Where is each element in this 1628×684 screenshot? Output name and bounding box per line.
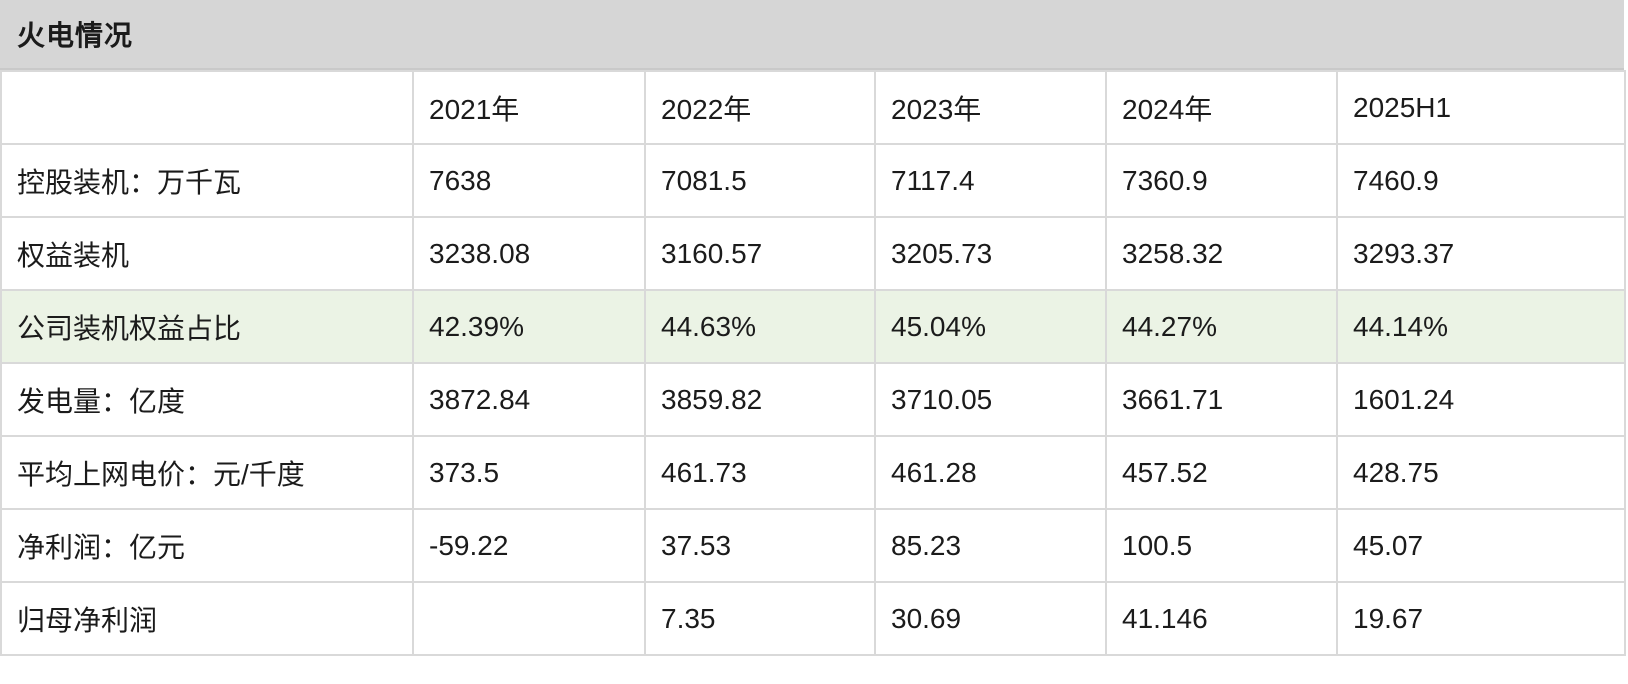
value-cell[interactable]: 7638 (412, 143, 646, 218)
thermal-power-table-section: 火电情况 2021年 2022年 2023年 2024年 2025H1 控股装机：万千瓦… (0, 0, 1626, 656)
value-cell[interactable]: 7.35 (644, 581, 876, 656)
value-cell[interactable]: 3238.08 (412, 216, 646, 291)
row-label-cell[interactable]: 归母净利润 (0, 581, 414, 656)
thermal-power-data-table: 2021年 2022年 2023年 2024年 2025H1 控股装机：万千瓦 7638 7… (0, 70, 1626, 656)
value-cell[interactable]: 42.39% (412, 289, 646, 364)
value-cell[interactable]: 428.75 (1336, 435, 1626, 510)
table-row: 权益装机 3238.08 3160.57 3205.73 3258.32 3293.37 (0, 216, 1626, 291)
value-cell[interactable]: 45.04% (874, 289, 1107, 364)
value-cell[interactable]: 44.63% (644, 289, 876, 364)
table-title: 火电情况 (17, 20, 134, 51)
value-cell[interactable]: 3710.05 (874, 362, 1107, 437)
value-cell[interactable]: -59.22 (412, 508, 646, 583)
value-cell[interactable]: 3293.37 (1336, 216, 1626, 291)
row-label-cell[interactable]: 平均上网电价：元/千度 (0, 435, 414, 510)
table-row: 控股装机：万千瓦 7638 7081.5 7117.4 7360.9 7460.9 (0, 143, 1626, 218)
value-cell[interactable]: 3160.57 (644, 216, 876, 291)
value-cell[interactable]: 44.14% (1336, 289, 1626, 364)
value-cell[interactable]: 461.28 (874, 435, 1107, 510)
row-label-cell[interactable]: 发电量：亿度 (0, 362, 414, 437)
value-cell[interactable]: 373.5 (412, 435, 646, 510)
value-cell[interactable]: 30.69 (874, 581, 1107, 656)
value-cell[interactable] (412, 581, 646, 656)
value-cell[interactable]: 3859.82 (644, 362, 876, 437)
value-cell[interactable]: 3205.73 (874, 216, 1107, 291)
value-cell[interactable]: 7117.4 (874, 143, 1107, 218)
value-cell[interactable]: 1601.24 (1336, 362, 1626, 437)
value-cell[interactable]: 41.146 (1105, 581, 1338, 656)
value-cell[interactable]: 3661.71 (1105, 362, 1338, 437)
year-header-cell[interactable]: 2021年 (412, 70, 646, 145)
value-cell[interactable]: 37.53 (644, 508, 876, 583)
value-cell[interactable]: 100.5 (1105, 508, 1338, 583)
year-header-row: 2021年 2022年 2023年 2024年 2025H1 (0, 70, 1626, 145)
year-header-cell[interactable]: 2025H1 (1336, 70, 1626, 145)
year-header-cell[interactable]: 2022年 (644, 70, 876, 145)
value-cell[interactable]: 7460.9 (1336, 143, 1626, 218)
year-header-cell[interactable]: 2023年 (874, 70, 1107, 145)
value-cell[interactable]: 85.23 (874, 508, 1107, 583)
row-label-cell[interactable]: 净利润：亿元 (0, 508, 414, 583)
corner-header-cell[interactable] (0, 70, 414, 145)
table-row: 净利润：亿元 -59.22 37.53 85.23 100.5 45.07 (0, 508, 1626, 583)
value-cell[interactable]: 45.07 (1336, 508, 1626, 583)
row-label-cell[interactable]: 控股装机：万千瓦 (0, 143, 414, 218)
table-row: 公司装机权益占比 42.39% 44.63% 45.04% 44.27% 44.14% (0, 289, 1626, 364)
table-body: 控股装机：万千瓦 7638 7081.5 7117.4 7360.9 7460.9 权益装机… (0, 143, 1626, 656)
value-cell[interactable]: 457.52 (1105, 435, 1338, 510)
value-cell[interactable]: 7081.5 (644, 143, 876, 218)
value-cell[interactable]: 461.73 (644, 435, 876, 510)
table-row: 归母净利润 7.35 30.69 41.146 19.67 (0, 581, 1626, 656)
value-cell[interactable]: 19.67 (1336, 581, 1626, 656)
value-cell[interactable]: 3872.84 (412, 362, 646, 437)
value-cell[interactable]: 3258.32 (1105, 216, 1338, 291)
value-cell[interactable]: 7360.9 (1105, 143, 1338, 218)
table-row: 发电量：亿度 3872.84 3859.82 3710.05 3661.71 1601.2… (0, 362, 1626, 437)
table-row: 平均上网电价：元/千度 373.5 461.73 461.28 457.52 428.75 (0, 435, 1626, 510)
row-label-cell[interactable]: 权益装机 (0, 216, 414, 291)
year-header-cell[interactable]: 2024年 (1105, 70, 1338, 145)
row-label-cell[interactable]: 公司装机权益占比 (0, 289, 414, 364)
table-title-bar[interactable]: 火电情况 (0, 0, 1624, 70)
value-cell[interactable]: 44.27% (1105, 289, 1338, 364)
